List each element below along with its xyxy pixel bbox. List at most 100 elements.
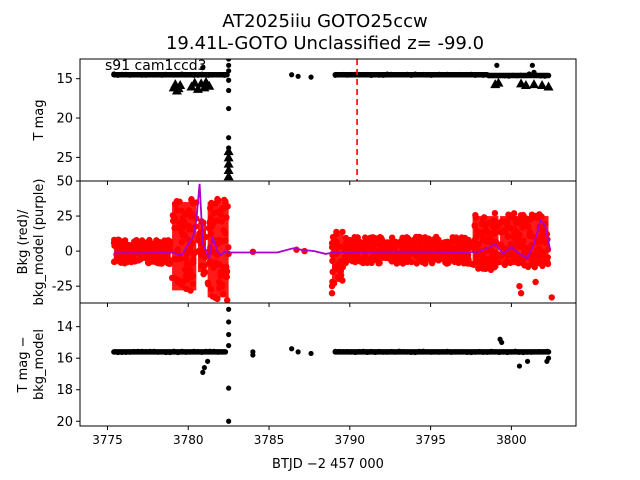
bkg-point — [207, 230, 215, 238]
data-point — [111, 349, 117, 355]
data-point — [131, 348, 137, 355]
bkg-point — [390, 239, 397, 246]
upper-limit-triangle — [520, 79, 531, 89]
bkg-point — [117, 259, 125, 266]
data-point — [516, 363, 523, 369]
data-point — [143, 349, 149, 355]
bkg-point — [124, 241, 132, 249]
data-point — [490, 73, 496, 79]
bkg-point — [495, 259, 502, 266]
bkg-point — [188, 196, 195, 203]
data-point — [159, 349, 165, 355]
data-point — [219, 349, 225, 355]
data-point — [480, 349, 486, 355]
data-point — [376, 348, 382, 355]
bkg-point — [469, 261, 476, 268]
bkg-point — [114, 254, 121, 261]
y-tick-label: 25 — [56, 151, 73, 166]
bkg-point — [416, 251, 423, 258]
bkg-point — [128, 258, 135, 266]
data-point — [332, 348, 338, 354]
bkg-point — [507, 224, 514, 232]
bkg-point — [328, 289, 336, 297]
data-point — [195, 349, 201, 355]
bkg-point — [329, 233, 337, 241]
data-point — [538, 73, 544, 79]
data-point — [205, 72, 211, 78]
data-point — [512, 348, 518, 354]
data-point — [416, 72, 422, 78]
data-point — [348, 349, 354, 355]
data-point — [200, 65, 206, 71]
bkg-point — [209, 293, 216, 300]
bkg-point — [479, 260, 486, 267]
bkg-point — [402, 257, 409, 264]
data-point — [448, 72, 454, 78]
data-point — [211, 348, 217, 354]
bkg-point — [359, 240, 366, 247]
bkg-point — [429, 242, 436, 249]
data-point — [183, 349, 189, 355]
data-point — [460, 349, 466, 355]
bkg-point — [485, 260, 492, 267]
bkg-point — [414, 244, 421, 251]
data-point — [226, 62, 232, 68]
data-point — [171, 72, 177, 78]
upper-limit-triangle — [223, 152, 234, 162]
bkg-point — [491, 210, 499, 217]
bkg-point — [497, 220, 504, 227]
upper-limit-triangle — [543, 81, 554, 91]
bkg-point — [481, 228, 488, 235]
data-point — [500, 349, 506, 355]
bkg-point — [464, 251, 472, 259]
bkg-point — [406, 241, 413, 248]
data-point — [175, 349, 181, 356]
figure-title-line1: AT2025iiu GOTO25ccw — [222, 11, 428, 32]
data-point — [215, 349, 221, 355]
bkg-point — [207, 204, 214, 212]
data-point — [336, 72, 342, 78]
data-point — [155, 72, 161, 78]
bkg-point — [222, 198, 229, 206]
bkg-point — [187, 269, 194, 277]
figure-title-line2: 19.41L-GOTO Unclassified z= -99.0 — [166, 33, 484, 54]
data-point — [476, 348, 482, 355]
data-point — [226, 418, 232, 424]
data-point — [392, 72, 398, 78]
bkg-point — [223, 268, 231, 275]
upper-limit-triangle — [175, 79, 186, 89]
data-point — [520, 349, 526, 356]
data-point — [115, 349, 121, 356]
bkg-point — [521, 262, 528, 269]
data-point — [119, 71, 125, 77]
bkg-point — [202, 268, 209, 276]
bkg-point — [183, 285, 190, 292]
bkg-point — [364, 259, 371, 267]
data-point — [468, 349, 474, 356]
upper-limit-triangle — [223, 164, 234, 174]
data-point — [499, 339, 505, 346]
bkg-point — [188, 260, 195, 267]
bkg-point — [372, 253, 380, 260]
bkg-point — [336, 259, 343, 266]
upper-limit-triangle — [223, 158, 234, 168]
data-point — [376, 72, 382, 78]
data-point — [400, 349, 406, 355]
y-tick-label: 16 — [56, 352, 73, 367]
data-point — [496, 349, 502, 355]
data-point — [424, 72, 430, 78]
bkg-point — [164, 243, 172, 250]
data-point — [545, 355, 552, 361]
data-point — [147, 72, 153, 78]
data-point — [404, 71, 410, 77]
data-point — [201, 72, 207, 78]
data-point — [416, 348, 422, 354]
data-point — [516, 349, 522, 355]
bkg-point — [216, 284, 223, 292]
data-point — [432, 349, 438, 355]
bkg-point — [179, 214, 186, 222]
data-point — [209, 72, 215, 78]
bkg-point — [339, 228, 346, 236]
bkg-point — [502, 258, 510, 266]
data-point — [404, 349, 410, 355]
